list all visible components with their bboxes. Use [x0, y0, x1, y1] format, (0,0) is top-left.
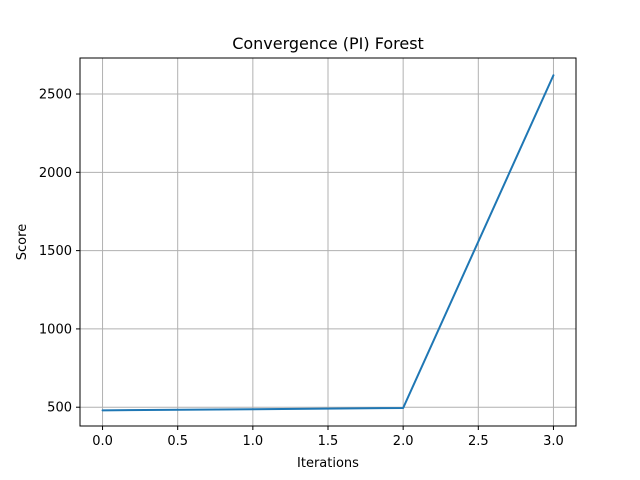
- y-tick-label: 2000: [39, 166, 72, 181]
- series-line: [101, 74, 555, 412]
- x-axis-ticks: 0.0 0.5 1.0 1.5 2.0 2.5 3.0: [92, 426, 564, 449]
- grid: [80, 58, 576, 426]
- y-tick-label: 1000: [39, 322, 72, 337]
- x-tick-label: 3.0: [543, 434, 564, 449]
- x-tick-label: 0.5: [167, 434, 188, 449]
- y-axis-ticks: 500 1000 1500 2000 2500: [39, 88, 80, 416]
- x-tick-label: 1.5: [318, 434, 339, 449]
- x-tick-label: 1.0: [243, 434, 264, 449]
- y-axis-label: Score: [15, 224, 30, 260]
- series-layer: [101, 74, 555, 412]
- y-tick-label: 500: [47, 401, 72, 416]
- x-tick-label: 0.0: [92, 434, 113, 449]
- y-tick-label: 2500: [39, 88, 72, 103]
- x-tick-label: 2.0: [393, 434, 414, 449]
- x-axis-label: Iterations: [297, 456, 359, 471]
- y-tick-label: 1500: [39, 244, 72, 259]
- chart-title: Convergence (PI) Forest: [232, 34, 424, 53]
- x-tick-label: 2.5: [468, 434, 489, 449]
